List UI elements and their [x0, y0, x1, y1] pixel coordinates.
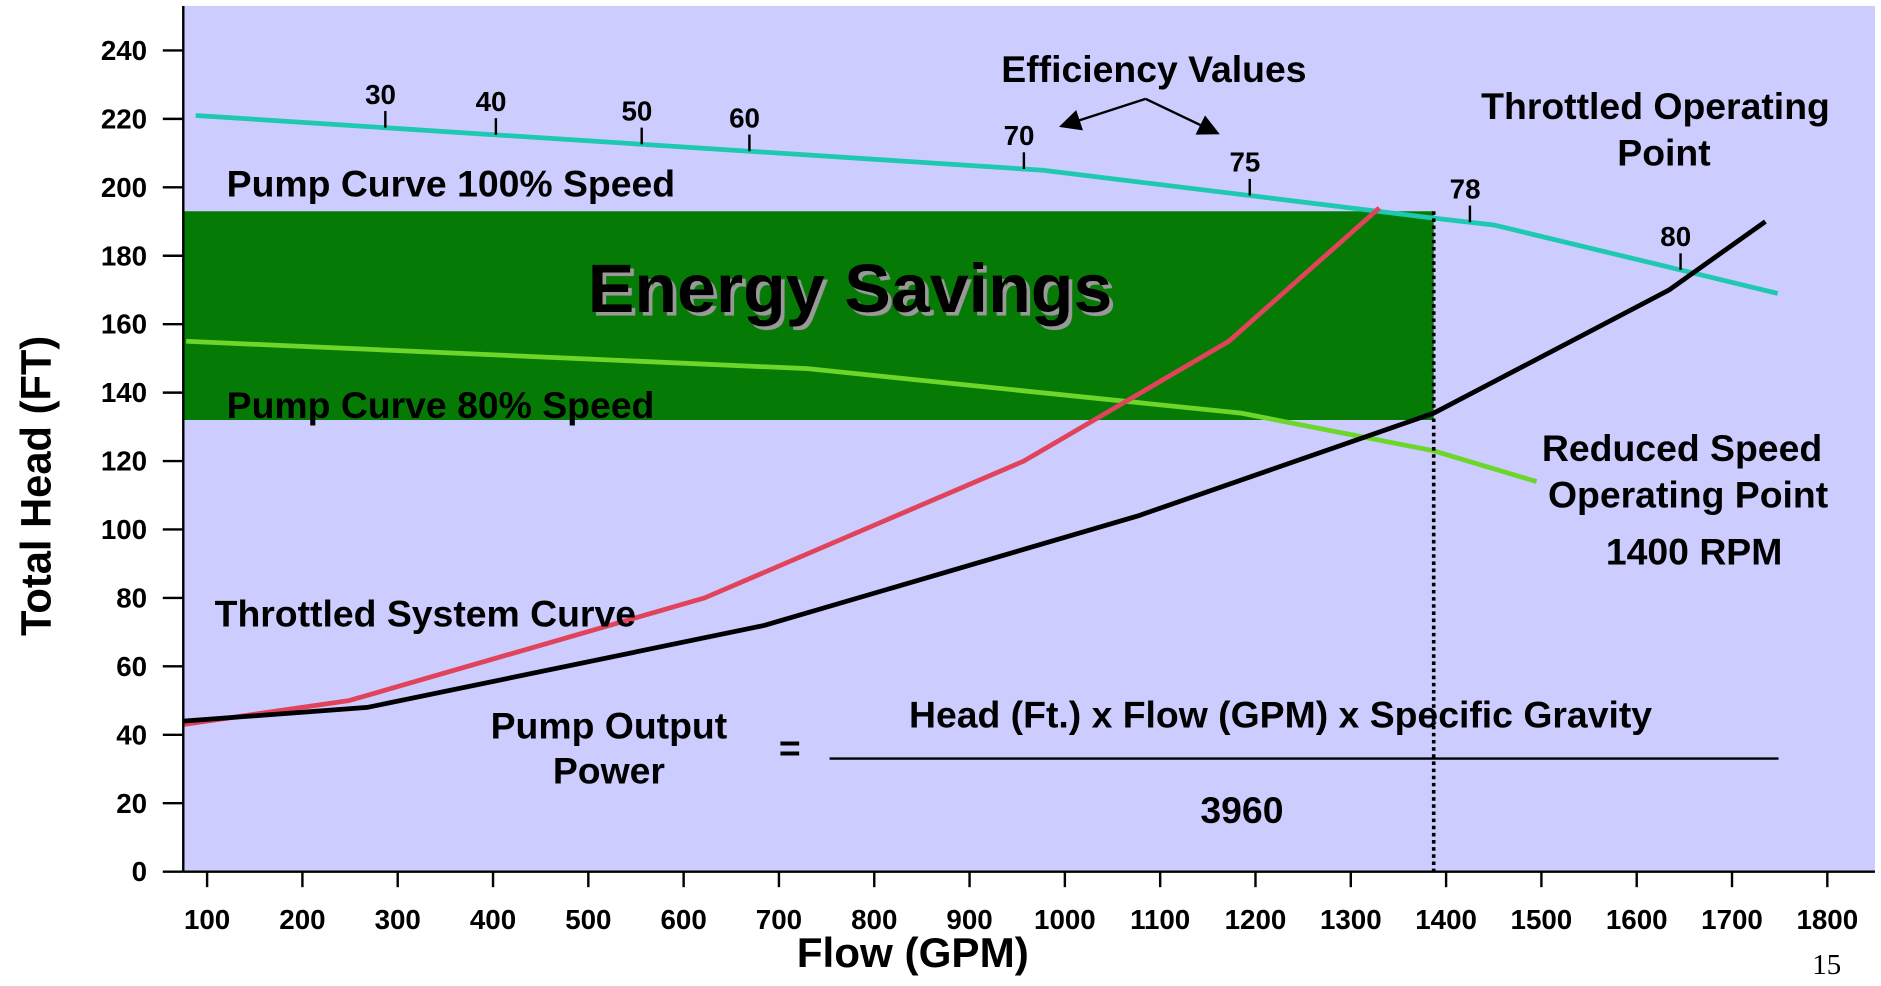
x-tick-label: 1500 [1511, 904, 1573, 935]
y-tick-label: 200 [101, 172, 147, 203]
series-label: Throttled System Curve [215, 593, 636, 635]
y-tick-label: 180 [101, 240, 147, 271]
y-tick-label: 140 [101, 377, 147, 408]
y-tick-label: 240 [101, 35, 147, 66]
x-tick-label: 1000 [1034, 904, 1096, 935]
x-axis-label: Flow (GPM) [797, 929, 1029, 976]
page-number: 15 [1812, 949, 1841, 981]
series-line [195, 113, 1779, 296]
plot-area [183, 5, 1875, 872]
y-tick-label: 220 [101, 104, 147, 135]
x-tick-label: 500 [565, 904, 611, 935]
y-tick-label: 20 [116, 788, 147, 819]
series-label: Pump Curve 100% Speed [227, 163, 675, 205]
annotation: Throttled Operating [1481, 85, 1830, 127]
x-tick-label: 900 [946, 904, 992, 935]
x-tick-label: 700 [756, 904, 802, 935]
annotation: Efficiency Values [1001, 48, 1306, 90]
annotation: = [779, 727, 801, 769]
efficiency-label: 60 [729, 103, 760, 134]
x-tick-label: 1100 [1130, 904, 1190, 935]
efficiency-label: 40 [476, 86, 507, 117]
arrow [1144, 97, 1220, 135]
x-tick-label: 100 [184, 904, 230, 935]
annotation: 3960 [1200, 789, 1283, 831]
y-tick-label: 40 [116, 719, 147, 750]
efficiency-label: 50 [621, 96, 652, 127]
efficiency-label: 80 [1660, 221, 1691, 252]
y-tick-label: 120 [101, 446, 147, 477]
y-tick-label: 60 [116, 651, 147, 682]
x-tick-label: 1300 [1320, 904, 1382, 935]
efficiency-label: 30 [365, 79, 396, 110]
x-tick-label: 600 [661, 904, 707, 935]
efficiency-label: 78 [1450, 174, 1481, 205]
y-tick-label: 0 [132, 856, 147, 887]
annotation: Operating Point [1548, 474, 1828, 516]
x-tick-label: 400 [470, 904, 516, 935]
x-tick-label: 800 [851, 904, 897, 935]
efficiency-label: 70 [1004, 120, 1035, 151]
x-tick-label: 1700 [1701, 904, 1763, 935]
x-tick-label: 200 [279, 904, 325, 935]
series-label: Pump Curve 80% Speed [227, 384, 655, 426]
annotation: Reduced Speed [1542, 427, 1822, 469]
y-tick-label: 160 [101, 309, 147, 340]
annotation: Power [553, 750, 665, 792]
annotation: Head (Ft.) x Flow (GPM) x Specific Gravi… [909, 694, 1652, 736]
x-tick-label: 1600 [1606, 904, 1668, 935]
y-tick-label: 80 [116, 583, 147, 614]
series-line [182, 206, 1381, 727]
annotation: Pump Output [491, 705, 728, 747]
y-axis-label: Total Head (FT) [12, 336, 59, 636]
x-tick-label: 300 [375, 904, 421, 935]
y-tick-label: 100 [101, 514, 147, 545]
x-tick-label: 1400 [1415, 904, 1477, 935]
x-tick-label: 1800 [1796, 904, 1858, 935]
annotation: Point [1617, 132, 1710, 174]
efficiency-label: 75 [1230, 147, 1261, 178]
energy-band [183, 211, 1434, 420]
arrow [1059, 97, 1146, 131]
series-line [183, 219, 1767, 724]
series-line [186, 338, 1538, 484]
annotation: 1400 RPM [1606, 531, 1782, 573]
band-label: Energy Savings [588, 249, 1113, 327]
x-tick-label: 1200 [1225, 904, 1287, 935]
